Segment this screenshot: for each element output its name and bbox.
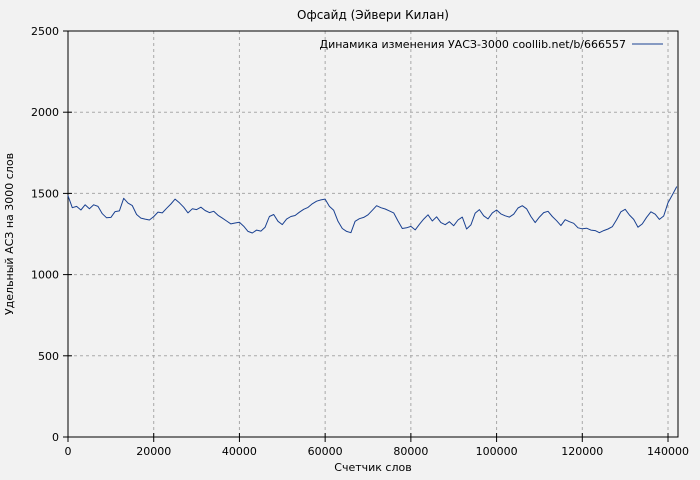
y-tick-label: 500 xyxy=(38,350,59,363)
x-tick-labels: 0 20000 40000 60000 80000 100000 120000 140000 xyxy=(65,445,690,458)
x-tick-label: 40000 xyxy=(222,445,257,458)
y-tick-labels: 0 500 1000 1500 2000 2500 xyxy=(31,25,59,444)
y-tick-label: 2500 xyxy=(31,25,59,38)
y-tick-label: 0 xyxy=(52,431,59,444)
y-tick-label: 1500 xyxy=(31,187,59,200)
x-tick-label: 140000 xyxy=(647,445,689,458)
x-tick-label: 0 xyxy=(65,445,72,458)
x-tick-label: 60000 xyxy=(308,445,343,458)
series-layer xyxy=(67,186,678,234)
chart-title: Офсайд (Эйвери Килан) xyxy=(297,8,449,22)
x-tick-label: 20000 xyxy=(136,445,171,458)
legend-label: Динамика изменения УАСЗ-3000 coollib.net… xyxy=(320,38,627,51)
series-line xyxy=(67,186,678,234)
y-axis-label: Удельный АСЗ на 3000 слов xyxy=(3,153,16,315)
x-tick-label: 120000 xyxy=(561,445,603,458)
y-tick-label: 1000 xyxy=(31,269,59,282)
x-tick-label: 100000 xyxy=(476,445,518,458)
plot-border xyxy=(67,30,679,438)
y-tick-label: 2000 xyxy=(31,106,59,119)
x-tick-label: 80000 xyxy=(393,445,428,458)
gridlines xyxy=(68,31,678,437)
x-axis-label: Счетчик слов xyxy=(334,461,411,474)
